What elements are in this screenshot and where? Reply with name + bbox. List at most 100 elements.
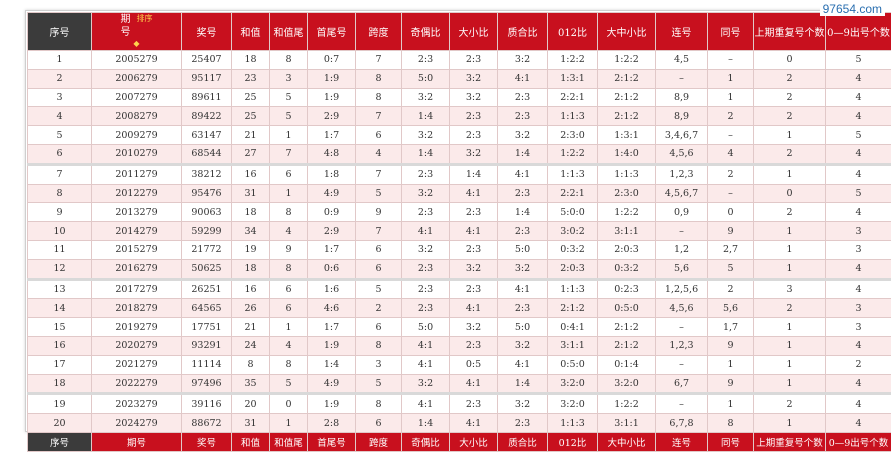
table-cell: 38212 xyxy=(182,164,232,184)
sort-toggle-icon[interactable]: 排序◆ xyxy=(133,14,152,48)
table-cell: 0:6 xyxy=(308,259,356,279)
table-cell: 1:1:3 xyxy=(548,279,598,299)
table-cell: 2:3 xyxy=(498,414,548,433)
table-cell: 1 xyxy=(754,164,826,184)
table-cell: 8 xyxy=(28,184,92,203)
table-cell: 3:2 xyxy=(498,336,548,355)
table-cell: 1 xyxy=(708,355,754,374)
col-header-big-small: 大小比 xyxy=(450,13,498,51)
table-cell: 2 xyxy=(754,203,826,222)
table-cell: 5 xyxy=(356,184,402,203)
table-cell: 20 xyxy=(28,414,92,433)
table-cell: 64565 xyxy=(182,299,232,318)
table-cell: 1:2:2 xyxy=(598,394,656,414)
table-cell: 8,9 xyxy=(656,107,708,126)
table-cell: 3:1:1 xyxy=(598,414,656,433)
table-cell: 0:5 xyxy=(450,355,498,374)
table-cell: 9 xyxy=(708,222,754,241)
table-cell: 2:3 xyxy=(402,259,450,279)
table-cell: 93291 xyxy=(182,336,232,355)
table-cell: 21772 xyxy=(182,240,232,259)
table-cell: 6 xyxy=(356,259,402,279)
table-cell: 7 xyxy=(356,51,402,70)
table-cell: 5:0 xyxy=(498,240,548,259)
table-cell: 3 xyxy=(826,299,891,318)
table-cell: 1:4 xyxy=(498,144,548,164)
table-cell: 31 xyxy=(232,414,270,433)
table-cell: 8 xyxy=(270,259,308,279)
table-cell: 3 xyxy=(28,88,92,107)
table-cell: 3 xyxy=(826,318,891,337)
table-cell: 2 xyxy=(754,107,826,126)
table-cell: 1:2:2 xyxy=(548,51,598,70)
table-cell: 1:1:3 xyxy=(548,107,598,126)
table-cell: 4 xyxy=(826,164,891,184)
table-cell: 9 xyxy=(28,203,92,222)
table-cell: 4 xyxy=(826,69,891,88)
table-cell: 2 xyxy=(754,394,826,414)
table-cell: 1 xyxy=(708,394,754,414)
table-cell: 97496 xyxy=(182,374,232,394)
table-cell: 2011279 xyxy=(92,164,182,184)
table-cell: 2022279 xyxy=(92,374,182,394)
table-cell: – xyxy=(656,355,708,374)
table-cell: 2 xyxy=(754,144,826,164)
table-cell: 5:0:0 xyxy=(548,203,598,222)
table-cell: 2:1:2 xyxy=(548,299,598,318)
table-cell: – xyxy=(708,51,754,70)
table-cell: 1:3:1 xyxy=(598,126,656,145)
table-cell: 1:7 xyxy=(308,240,356,259)
table-cell: 0:7 xyxy=(308,51,356,70)
table-cell: 10 xyxy=(28,222,92,241)
col-header-period[interactable]: 期号排序◆ xyxy=(92,13,182,51)
table-cell: 1:4 xyxy=(308,355,356,374)
table-cell: 2017279 xyxy=(92,279,182,299)
table-cell: 3:2 xyxy=(498,394,548,414)
table-cell: 9 xyxy=(270,240,308,259)
table-cell: 2:3 xyxy=(450,203,498,222)
table-cell: 3:2 xyxy=(402,374,450,394)
table-cell: – xyxy=(656,318,708,337)
table-cell: 1,2,3 xyxy=(656,164,708,184)
table-cell: 4:8 xyxy=(308,144,356,164)
table-cell: 1 xyxy=(270,184,308,203)
table-cell: 2 xyxy=(754,88,826,107)
table-cell: 21 xyxy=(232,126,270,145)
footer-cell: 同号 xyxy=(708,432,754,451)
table-cell: 2:0:3 xyxy=(548,259,598,279)
table-cell: 1 xyxy=(754,355,826,374)
table-cell: 3:2 xyxy=(498,259,548,279)
table-cell: 4 xyxy=(826,144,891,164)
table-cell: 25 xyxy=(232,88,270,107)
table-cell: 4,5,6 xyxy=(656,144,708,164)
table-cell: 5 xyxy=(826,184,891,203)
table-cell: 2:9 xyxy=(308,222,356,241)
table-cell: 0:5:0 xyxy=(548,355,598,374)
table-cell: 2015279 xyxy=(92,240,182,259)
col-header-span: 跨度 xyxy=(356,13,402,51)
table-cell: 3:2 xyxy=(402,88,450,107)
table-cell: 16 xyxy=(28,336,92,355)
table-cell: 9 xyxy=(708,336,754,355)
table-cell: 2024279 xyxy=(92,414,182,433)
table-cell: 2009279 xyxy=(92,126,182,145)
table-cell: 1:7 xyxy=(308,318,356,337)
table-cell: 1:1:3 xyxy=(548,414,598,433)
table-cell: 2:1:2 xyxy=(598,336,656,355)
table-cell: 4,5 xyxy=(656,51,708,70)
table-cell: 4 xyxy=(28,107,92,126)
table-cell: 2:0:3 xyxy=(598,240,656,259)
table-cell: 0,9 xyxy=(656,203,708,222)
table-cell: 4 xyxy=(708,144,754,164)
table-cell: 2018279 xyxy=(92,299,182,318)
table-cell: 0 xyxy=(754,184,826,203)
table-cell: 95476 xyxy=(182,184,232,203)
table-cell: 3:1:1 xyxy=(598,222,656,241)
table-cell: 1:6 xyxy=(308,279,356,299)
table-cell: 2012279 xyxy=(92,184,182,203)
table-cell: 5:0 xyxy=(498,318,548,337)
